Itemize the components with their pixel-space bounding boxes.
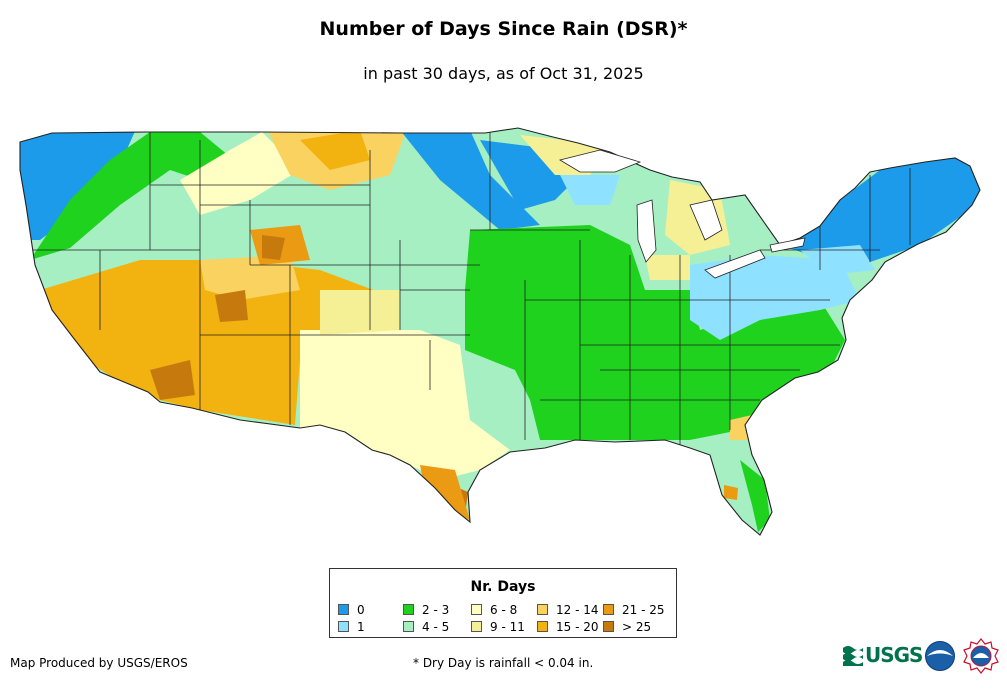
- legend-item-8: 21 - 25: [603, 603, 665, 617]
- dry-day-footnote: * Dry Day is rainfall < 0.04 in.: [413, 656, 594, 670]
- legend-item-0: 0: [338, 603, 365, 617]
- usgs-wave-icon: [843, 646, 863, 666]
- legend-item-1: 1: [338, 620, 365, 634]
- legend-item-3: 4 - 5: [403, 620, 449, 634]
- legend-item-4: 6 - 8: [471, 603, 517, 617]
- nws-logo: [963, 638, 999, 674]
- legend-item-6: 12 - 14: [537, 603, 599, 617]
- legend-swatch: [471, 604, 482, 615]
- legend: Nr. Days 0 1 2 - 3 4 - 5 6 - 8 9 - 11 12…: [329, 568, 677, 638]
- legend-swatch: [338, 621, 349, 632]
- usgs-logo: USGS: [843, 641, 923, 669]
- legend-swatch: [471, 621, 482, 632]
- legend-swatch: [603, 621, 614, 632]
- legend-swatch: [403, 621, 414, 632]
- map-subtitle: in past 30 days, as of Oct 31, 2025: [363, 64, 644, 83]
- legend-item-5: 9 - 11: [471, 620, 525, 634]
- legend-item-7: 15 - 20: [537, 620, 599, 634]
- legend-item-2: 2 - 3: [403, 603, 449, 617]
- legend-item-9: > 25: [603, 620, 651, 634]
- legend-swatch: [338, 604, 349, 615]
- map-title: Number of Days Since Rain (DSR)*: [319, 18, 688, 40]
- map-credit: Map Produced by USGS/EROS: [10, 656, 188, 670]
- legend-swatch: [603, 604, 614, 615]
- legend-swatch: [537, 604, 548, 615]
- us-map: [19, 127, 981, 536]
- usgs-wordmark: USGS: [865, 643, 923, 667]
- noaa-logo: [925, 641, 955, 671]
- legend-swatch: [403, 604, 414, 615]
- legend-title: Nr. Days: [470, 579, 536, 595]
- legend-swatch: [537, 621, 548, 632]
